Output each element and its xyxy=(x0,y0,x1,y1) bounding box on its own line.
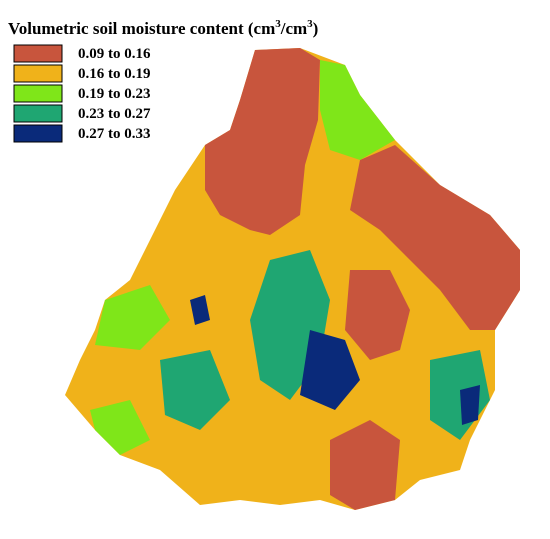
wet-zone-patch xyxy=(460,385,480,425)
title-part: /cm xyxy=(280,19,307,38)
title-superscript: 3 xyxy=(275,18,281,30)
legend-label: 0.16 to 0.19 xyxy=(78,66,151,82)
legend-swatch xyxy=(13,84,63,103)
title-superscript: 3 xyxy=(307,18,313,30)
legend-label: 0.23 to 0.27 xyxy=(78,106,151,122)
wet-zone-core xyxy=(300,330,360,410)
legend-label: 0.09 to 0.16 xyxy=(78,46,151,62)
wet-zone-northeast xyxy=(320,60,395,160)
legend-swatch xyxy=(13,104,63,123)
dry-zone-north xyxy=(205,48,320,235)
dry-zone-south xyxy=(330,420,400,510)
legend-swatch xyxy=(13,124,63,143)
watershed-map xyxy=(65,48,520,510)
legend: 0.09 to 0.16 0.16 to 0.19 0.19 to 0.23 0.23… xyxy=(13,44,151,143)
title-part: ) xyxy=(313,19,319,38)
wet-zone-west xyxy=(95,285,170,350)
dry-zone-center xyxy=(345,270,410,360)
wet-zone-patch-west xyxy=(190,295,210,325)
legend-swatch xyxy=(13,64,63,83)
map-title: Volumetric soil moisture content (cm3/cm… xyxy=(8,18,318,38)
wet-zone-southwest xyxy=(90,400,150,455)
title-part: Volumetric soil moisture content (cm xyxy=(8,19,275,38)
legend-label: 0.27 to 0.33 xyxy=(78,126,151,142)
legend-swatch xyxy=(13,44,63,63)
dry-zone-east xyxy=(350,145,520,330)
teal-zone-west xyxy=(160,350,230,430)
legend-label: 0.19 to 0.23 xyxy=(78,86,151,102)
